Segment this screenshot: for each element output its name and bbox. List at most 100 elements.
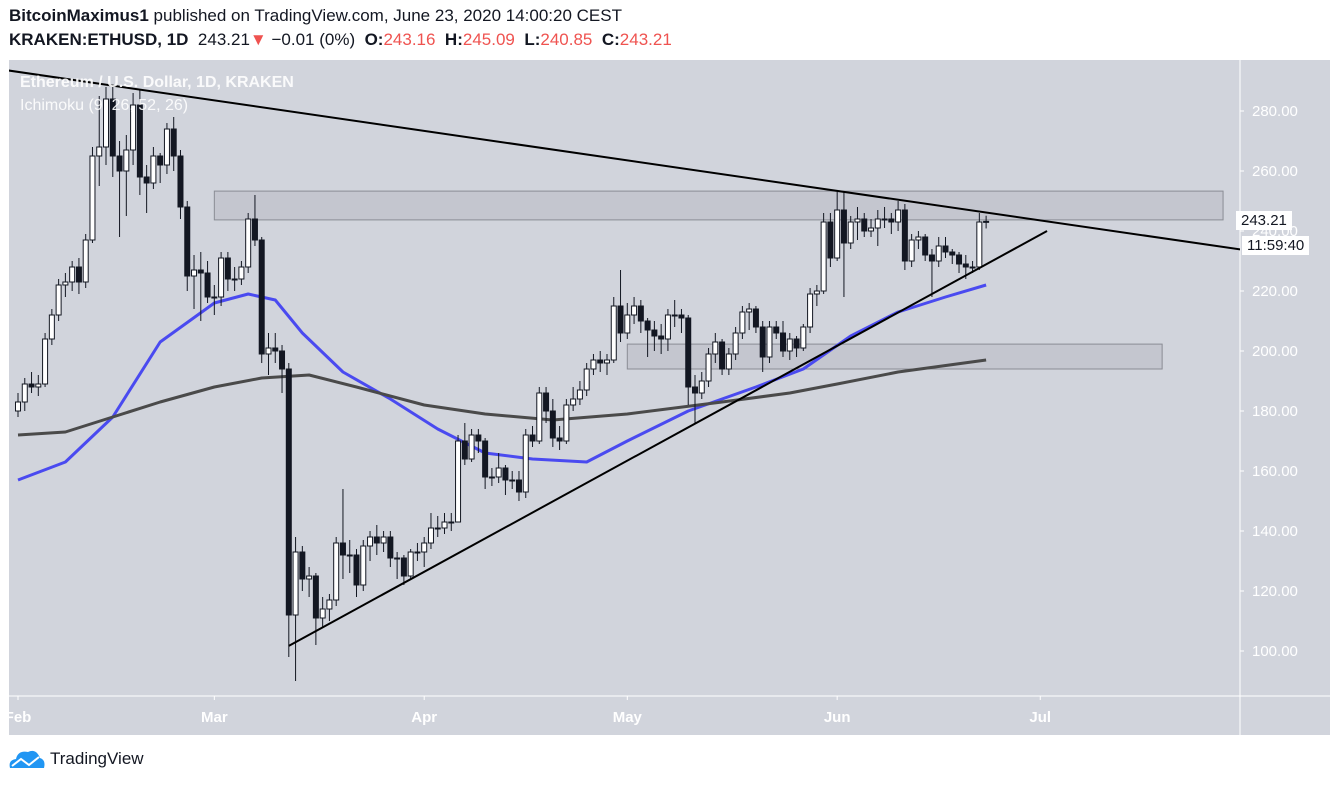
candle-body <box>692 386 698 394</box>
publish-info: BitcoinMaximus1 published on TradingView… <box>9 6 622 26</box>
candle-body <box>387 536 394 559</box>
x-tick-label: Apr <box>411 709 437 726</box>
change: −0.01 (0%) <box>271 30 356 49</box>
candle-body <box>834 209 841 259</box>
candle-body <box>333 542 340 601</box>
candle-body <box>75 266 82 283</box>
candle-body <box>549 410 556 439</box>
candle-body <box>170 128 177 157</box>
candle-body <box>664 314 671 340</box>
y-tick-label: 140.00 <box>1252 523 1298 540</box>
brand-name: TradingView <box>50 749 144 768</box>
candle-body <box>414 551 421 554</box>
y-tick-label: 180.00 <box>1252 403 1298 420</box>
candle-body <box>935 245 942 262</box>
candle-body <box>746 308 753 313</box>
high-value: 245.09 <box>462 30 515 49</box>
close-label: C: <box>601 30 620 49</box>
candle-body <box>224 257 231 280</box>
candle-body <box>258 239 265 355</box>
candle-body <box>163 128 170 166</box>
candle-body <box>576 389 583 400</box>
tradingview-cloud-icon <box>9 750 45 768</box>
candle-body <box>394 557 401 560</box>
low-value: 240.85 <box>540 30 593 49</box>
candle-body <box>28 383 35 388</box>
candle-body <box>793 338 800 349</box>
candle-body <box>218 257 225 298</box>
candle-body <box>752 308 759 328</box>
candle-body <box>536 392 543 442</box>
zone-box <box>213 190 1224 221</box>
candle-body <box>901 209 908 262</box>
y-tick-label: 200.00 <box>1252 343 1298 360</box>
candle-body <box>482 440 489 478</box>
candle-body <box>21 383 28 403</box>
candle-body <box>895 209 902 223</box>
candle-body <box>123 149 130 172</box>
open-label: O: <box>364 30 384 49</box>
candle-body <box>82 239 89 283</box>
candle-body <box>339 542 346 556</box>
candle-body <box>861 218 868 232</box>
candle-body <box>780 332 787 352</box>
low-label: L: <box>524 30 541 49</box>
candle-body <box>820 221 827 292</box>
candle-body <box>96 146 103 157</box>
candle-body <box>468 434 475 460</box>
last-price: 243.21 <box>197 30 250 49</box>
candle-body <box>150 155 157 184</box>
candle-body <box>265 347 272 355</box>
candle-body <box>204 272 211 298</box>
down-arrow-icon: ▼ <box>249 30 267 49</box>
candle-body <box>888 218 895 223</box>
candle-body <box>292 551 299 616</box>
candle-body <box>583 368 590 391</box>
candle-body <box>739 311 746 334</box>
candle-body <box>245 218 252 268</box>
candle-body <box>543 392 550 412</box>
candle-body <box>956 254 963 265</box>
candle-body <box>915 236 922 241</box>
candle-body <box>380 536 387 544</box>
x-tick-label: Jul <box>1029 709 1051 726</box>
author[interactable]: BitcoinMaximus1 <box>9 6 149 25</box>
candle-body <box>759 326 766 358</box>
last-price-label: 243.21 <box>1236 211 1292 230</box>
candle-body <box>529 434 536 442</box>
candle-body <box>461 440 468 460</box>
indicator-legend[interactable]: Ichimoku (9, 26, 52, 26) <box>20 97 189 114</box>
candle-body <box>597 359 604 364</box>
candle-body <box>766 326 773 358</box>
candle-body <box>360 545 367 586</box>
candle-body <box>441 521 448 529</box>
tradingview-logo[interactable]: TradingView <box>8 748 144 770</box>
candle-body <box>191 269 198 277</box>
candle-body <box>570 398 577 406</box>
open-value: 243.16 <box>383 30 436 49</box>
x-tick-label: May <box>613 709 643 726</box>
chart-background <box>9 60 1330 735</box>
price-chart[interactable]: 100.00 120.00 140.00 160.00 180.00 200.00 220.… <box>0 0 1338 740</box>
candle-body <box>509 479 516 482</box>
candle-body <box>184 206 191 277</box>
candle-body <box>62 281 69 286</box>
ma_slow-line <box>17 358 987 437</box>
candle-body <box>373 536 380 544</box>
candle-body <box>346 554 353 557</box>
candle-body <box>231 278 238 281</box>
candle-body <box>427 527 434 544</box>
candle-body <box>35 383 42 388</box>
candle-body <box>603 359 610 364</box>
x-tick-label: Mar <box>201 709 228 726</box>
candle-body <box>658 335 665 340</box>
candle-body <box>983 220 990 223</box>
close-value: 243.21 <box>619 30 672 49</box>
candle-body <box>868 227 875 232</box>
candle-body <box>813 290 820 295</box>
candle-body <box>434 527 441 530</box>
candle-body <box>367 536 374 547</box>
candle-body <box>42 338 49 385</box>
trendline <box>9 69 1240 251</box>
y-tick-label: 100.00 <box>1252 643 1298 660</box>
